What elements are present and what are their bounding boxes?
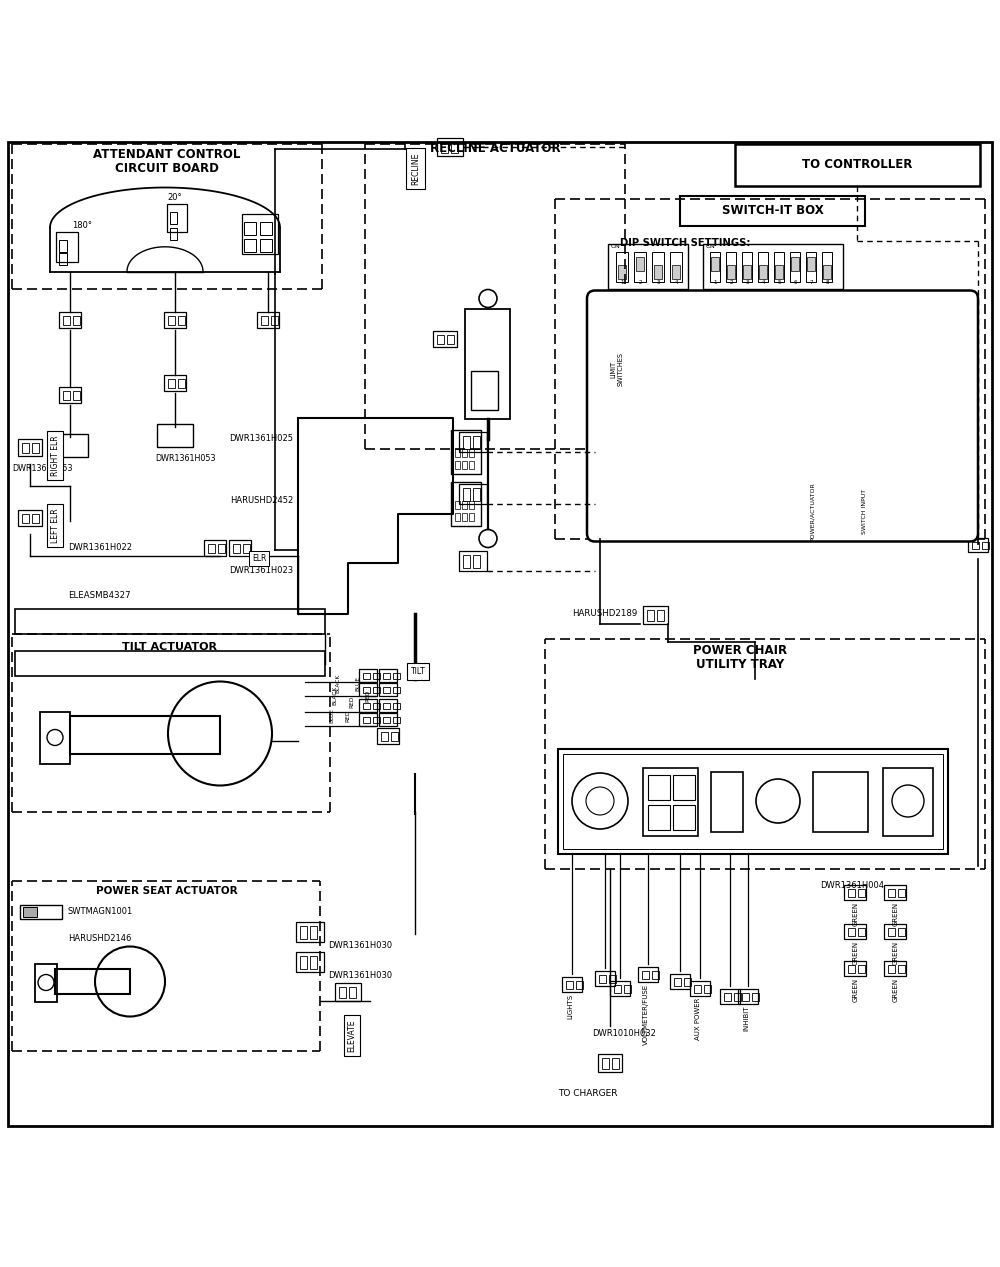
Text: LIGHTS: LIGHTS: [567, 993, 573, 1019]
Text: 1: 1: [713, 280, 717, 285]
Text: BLACK: BLACK: [336, 674, 340, 693]
Text: DWR1361H053: DWR1361H053: [155, 454, 216, 462]
Text: RED: RED: [366, 689, 370, 702]
Text: 8: 8: [825, 280, 829, 285]
Text: LEFT ELR: LEFT ELR: [50, 508, 60, 542]
Text: GREEN: GREEN: [853, 940, 859, 964]
Text: 6: 6: [793, 280, 797, 285]
Text: RIGHT ELR: RIGHT ELR: [50, 435, 60, 476]
Text: GREEN: GREEN: [893, 902, 899, 926]
Text: DWR1361H004: DWR1361H004: [820, 881, 884, 889]
Text: SWITCH-IT BOX: SWITCH-IT BOX: [722, 204, 823, 217]
Text: 20°: 20°: [168, 194, 182, 203]
Text: AUX POWER: AUX POWER: [695, 997, 701, 1040]
Text: 1: 1: [620, 280, 624, 285]
Text: 7: 7: [809, 280, 813, 285]
Text: HARUSHD2189: HARUSHD2189: [572, 609, 637, 618]
Text: 4: 4: [674, 280, 678, 285]
Text: TO CHARGER: TO CHARGER: [558, 1088, 618, 1097]
Text: 2: 2: [638, 280, 642, 285]
Text: GREEN: GREEN: [893, 940, 899, 964]
Text: TILT: TILT: [411, 666, 425, 677]
Text: SWTMAGN1001: SWTMAGN1001: [68, 907, 133, 916]
Text: SWITCH INPUT: SWITCH INPUT: [862, 489, 868, 535]
Text: DWR1361H023: DWR1361H023: [229, 566, 293, 575]
Text: RED: RED: [350, 696, 354, 708]
Text: BLUE: BLUE: [330, 708, 334, 723]
Text: 3: 3: [656, 280, 660, 285]
Text: INHIBIT: INHIBIT: [743, 1006, 749, 1031]
Text: DWR1361H025: DWR1361H025: [229, 435, 293, 443]
Text: GREEN: GREEN: [853, 902, 859, 926]
Polygon shape: [618, 265, 626, 279]
Polygon shape: [759, 265, 767, 279]
Text: RED: RED: [346, 710, 351, 722]
Polygon shape: [807, 256, 815, 270]
Text: VOLTMETER/FUSE: VOLTMETER/FUSE: [643, 983, 649, 1044]
Text: DWR1361H053: DWR1361H053: [12, 464, 72, 473]
Text: 5: 5: [777, 280, 781, 285]
Text: DIP SWITCH SETTINGS:: DIP SWITCH SETTINGS:: [620, 237, 750, 247]
Polygon shape: [23, 906, 37, 916]
Polygon shape: [636, 256, 644, 270]
Polygon shape: [672, 265, 680, 279]
Polygon shape: [791, 256, 799, 270]
Text: DWR1010H032: DWR1010H032: [592, 1029, 656, 1038]
Text: POWER/ACTUATOR: POWER/ACTUATOR: [810, 483, 815, 541]
Text: DWR1361H022: DWR1361H022: [68, 544, 132, 552]
Text: ON: ON: [611, 243, 621, 248]
Text: TILT ACTUATOR: TILT ACTUATOR: [122, 641, 218, 651]
Text: 2: 2: [729, 280, 733, 285]
Text: DWR1361H030: DWR1361H030: [328, 941, 392, 950]
Text: ELR: ELR: [252, 554, 266, 563]
Text: DWR1361H030: DWR1361H030: [328, 971, 392, 979]
Text: 3: 3: [745, 280, 749, 285]
Text: RECLINE: RECLINE: [411, 152, 420, 185]
Text: ATTENDANT CONTROL
CIRCUIT BOARD: ATTENDANT CONTROL CIRCUIT BOARD: [93, 147, 241, 176]
Text: BLUE: BLUE: [356, 677, 360, 691]
Polygon shape: [823, 265, 831, 279]
Text: HARUSHD2452: HARUSHD2452: [230, 495, 293, 506]
Text: 4: 4: [761, 280, 765, 285]
Text: 180°: 180°: [72, 220, 92, 229]
Text: TO CONTROLLER: TO CONTROLLER: [802, 158, 913, 171]
Polygon shape: [711, 256, 719, 270]
Text: ON: ON: [706, 243, 716, 248]
Text: LIMIT
SWITCHES: LIMIT SWITCHES: [610, 352, 624, 386]
Polygon shape: [743, 265, 751, 279]
Text: POWER SEAT ACTUATOR: POWER SEAT ACTUATOR: [96, 886, 238, 896]
Text: BLACK: BLACK: [332, 685, 338, 706]
Text: GREEN: GREEN: [893, 978, 899, 1002]
Text: ELEASMB4327: ELEASMB4327: [68, 590, 131, 601]
Polygon shape: [775, 265, 783, 279]
Polygon shape: [654, 265, 662, 279]
Polygon shape: [727, 265, 735, 279]
Text: RECLINE ACTUATOR: RECLINE ACTUATOR: [430, 142, 560, 156]
Text: GREEN: GREEN: [853, 978, 859, 1002]
FancyBboxPatch shape: [587, 290, 978, 541]
Text: HARUSHD2146: HARUSHD2146: [68, 934, 131, 943]
Text: ELEVATE: ELEVATE: [348, 1019, 356, 1052]
Text: POWER CHAIR
UTILITY TRAY: POWER CHAIR UTILITY TRAY: [693, 644, 787, 672]
